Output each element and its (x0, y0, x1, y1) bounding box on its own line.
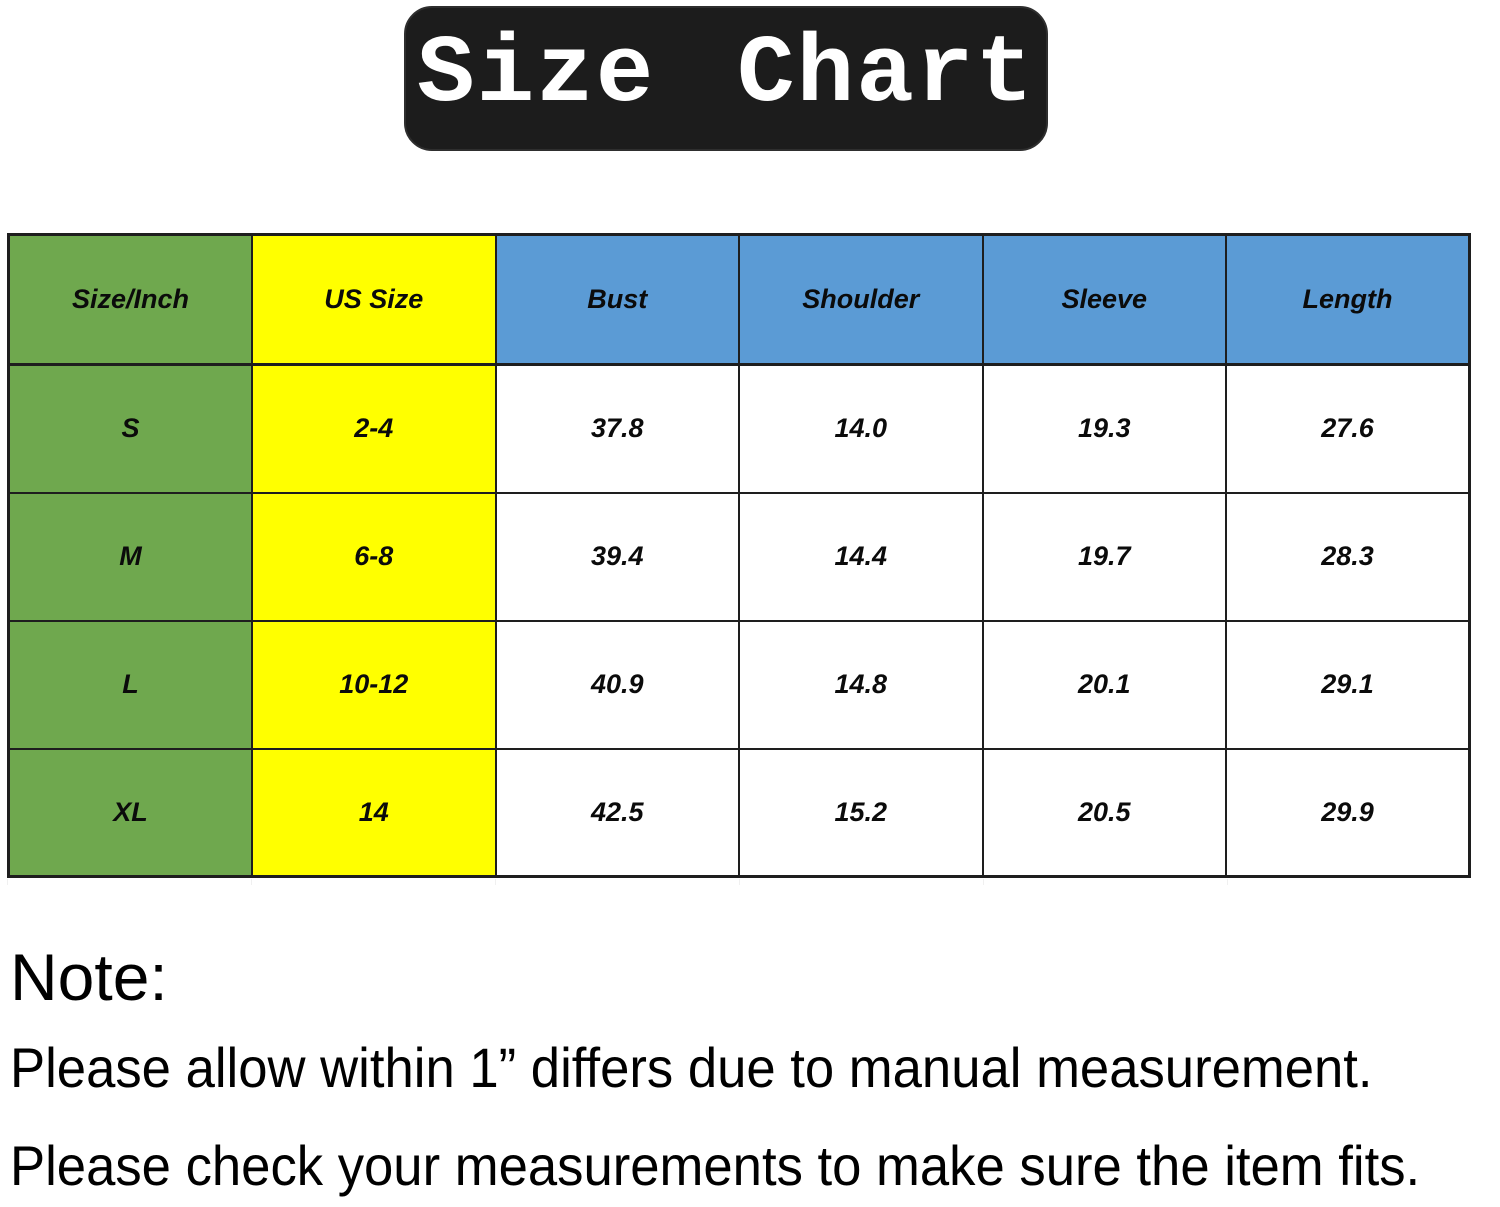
cell-length-s: 27.6 (1225, 363, 1471, 494)
cell-shoulder-s: 14.0 (738, 363, 984, 494)
cell-shoulder-m: 14.4 (738, 491, 984, 622)
cell-size-l: L (7, 619, 253, 750)
cell-bust-xl: 42.5 (494, 747, 740, 878)
header-cell-sleeve: Sleeve (981, 233, 1227, 366)
size-chart-table: Size/Inch US Size Bust Shoulder Sleeve L… (7, 233, 1471, 878)
note-line-check-measurements: Please check your measurements to make s… (10, 1134, 1421, 1197)
cell-bust-l: 40.9 (494, 619, 740, 750)
cell-bust-s: 37.8 (494, 363, 740, 494)
table-row-l: L 10-12 40.9 14.8 20.1 29.1 (7, 619, 1471, 750)
note-line-manual-measurement: Please allow within 1” differs due to ma… (10, 1036, 1373, 1099)
cell-shoulder-xl: 15.2 (738, 747, 984, 878)
table-row-m: M 6-8 39.4 14.4 19.7 28.3 (7, 491, 1471, 622)
header-cell-us-size: US Size (251, 233, 497, 366)
cell-shoulder-l: 14.8 (738, 619, 984, 750)
cell-bust-m: 39.4 (494, 491, 740, 622)
cell-sleeve-m: 19.7 (981, 491, 1227, 622)
cell-size-s: S (7, 363, 253, 494)
title-banner: Size Chart (404, 6, 1048, 151)
note-heading: Note: (10, 940, 168, 1014)
cell-length-l: 29.1 (1225, 619, 1471, 750)
table-row-s: S 2-4 37.8 14.0 19.3 27.6 (7, 363, 1471, 494)
cell-sleeve-l: 20.1 (981, 619, 1227, 750)
header-cell-length: Length (1225, 233, 1471, 366)
cell-size-xl: XL (7, 747, 253, 878)
cell-us-size-s: 2-4 (251, 363, 497, 494)
cell-length-m: 28.3 (1225, 491, 1471, 622)
cell-us-size-l: 10-12 (251, 619, 497, 750)
cell-us-size-m: 6-8 (251, 491, 497, 622)
header-cell-size-inch: Size/Inch (7, 233, 253, 366)
header-cell-bust: Bust (494, 233, 740, 366)
faint-gridline-stubs (7, 879, 1471, 885)
table-header-row: Size/Inch US Size Bust Shoulder Sleeve L… (7, 233, 1471, 366)
cell-size-m: M (7, 491, 253, 622)
header-cell-shoulder: Shoulder (738, 233, 984, 366)
table-row-xl: XL 14 42.5 15.2 20.5 29.9 (7, 747, 1471, 878)
cell-us-size-xl: 14 (251, 747, 497, 878)
cell-sleeve-xl: 20.5 (981, 747, 1227, 878)
cell-sleeve-s: 19.3 (981, 363, 1227, 494)
page-title: Size Chart (416, 19, 1036, 129)
cell-length-xl: 29.9 (1225, 747, 1471, 878)
